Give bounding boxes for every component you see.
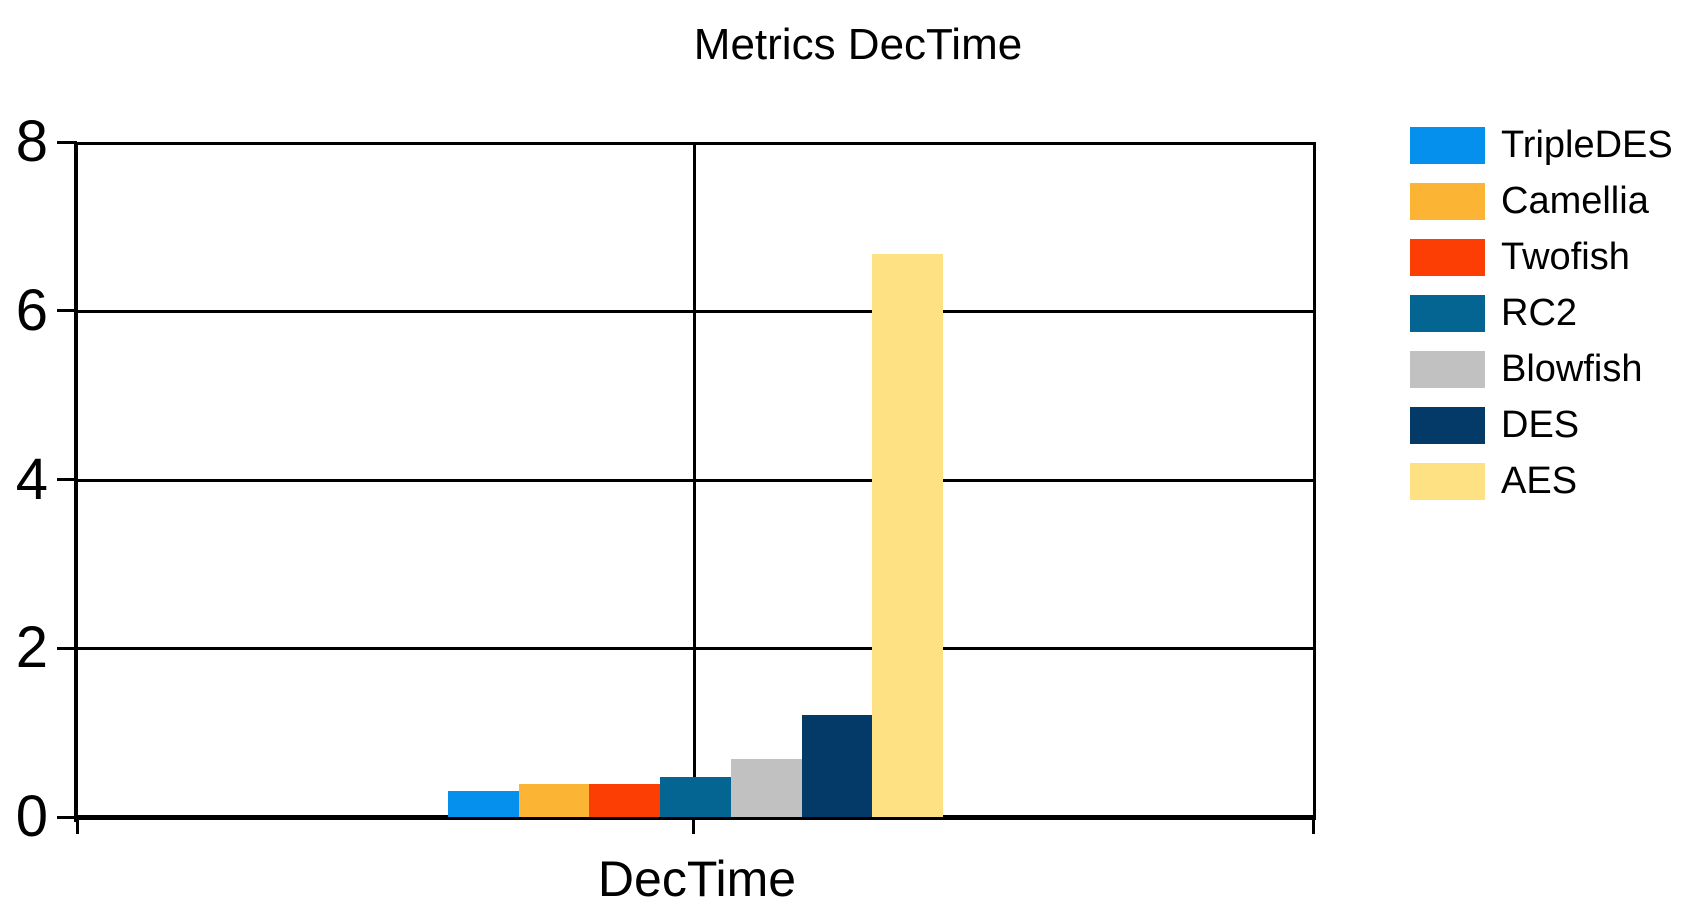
legend-label-rc2: RC2 <box>1501 292 1578 334</box>
legend-item-aes: AES <box>1410 460 1673 502</box>
legend-label-des: DES <box>1501 404 1580 446</box>
gridline-y-2 <box>77 647 1316 650</box>
legend-swatch-twofish <box>1410 239 1485 276</box>
y-tick-label-6: 6 <box>15 278 48 343</box>
legend-label-camellia: Camellia <box>1501 180 1649 222</box>
x-axis-line <box>74 815 1316 820</box>
bar-blowfish <box>731 759 802 817</box>
gridline-y-4 <box>77 479 1316 482</box>
legend-item-twofish: Twofish <box>1410 236 1673 278</box>
gridline-y-6 <box>77 310 1316 313</box>
legend-item-camellia: Camellia <box>1410 180 1673 222</box>
y-tick-4 <box>57 478 77 481</box>
y-tick-label-4: 4 <box>15 447 48 512</box>
legend-item-blowfish: Blowfish <box>1410 348 1673 390</box>
legend: TripleDES Camellia Twofish RC2 Blowfish DES AE… <box>1410 124 1673 519</box>
y-tick-2 <box>57 647 77 650</box>
bar-camellia <box>519 784 590 817</box>
y-tick-label-8: 8 <box>15 109 48 174</box>
legend-swatch-rc2 <box>1410 295 1485 332</box>
bar-tripledes <box>448 791 519 817</box>
y-tick-0 <box>57 816 77 819</box>
legend-item-rc2: RC2 <box>1410 292 1673 334</box>
x-tick-1 <box>692 820 695 834</box>
legend-label-blowfish: Blowfish <box>1501 348 1643 390</box>
bar-rc2 <box>660 777 731 817</box>
legend-label-tripledes: TripleDES <box>1501 124 1673 166</box>
y-tick-6 <box>57 309 77 312</box>
y-tick-label-0: 0 <box>15 784 48 849</box>
legend-swatch-camellia <box>1410 183 1485 220</box>
legend-swatch-aes <box>1410 463 1485 500</box>
bar-aes <box>872 254 943 817</box>
plot-area <box>77 142 1316 817</box>
legend-item-des: DES <box>1410 404 1673 446</box>
x-tick-0 <box>76 820 79 834</box>
gridline-category-center <box>693 142 696 817</box>
x-axis-label: DecTime <box>597 851 797 907</box>
y-tick-8 <box>57 141 77 144</box>
legend-label-twofish: Twofish <box>1501 236 1630 278</box>
y-axis-line <box>74 142 78 822</box>
y-tick-label-2: 2 <box>15 615 48 680</box>
bar-twofish <box>589 784 660 817</box>
legend-swatch-des <box>1410 407 1485 444</box>
legend-label-aes: AES <box>1501 460 1578 502</box>
legend-item-tripledes: TripleDES <box>1410 124 1673 166</box>
chart-title: Metrics DecTime <box>693 20 1023 69</box>
legend-swatch-tripledes <box>1410 127 1485 164</box>
bar-des <box>802 715 873 817</box>
legend-swatch-blowfish <box>1410 351 1485 388</box>
x-tick-2 <box>1312 820 1315 834</box>
